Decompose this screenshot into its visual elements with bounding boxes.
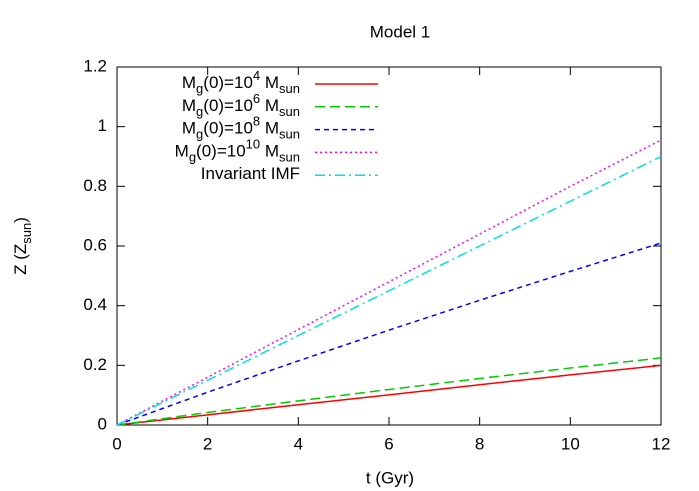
y-tick-label: 0.8 bbox=[83, 176, 107, 195]
plot-frame bbox=[116, 66, 662, 426]
y-tick-label: 1 bbox=[98, 116, 107, 135]
y-axis-label: Z (Zsun) bbox=[11, 217, 34, 275]
series-line bbox=[116, 357, 662, 426]
legend-label: Mg(0)=1010 Msun​ bbox=[175, 137, 300, 165]
series-line bbox=[116, 242, 662, 426]
y-tick-label: 0 bbox=[98, 414, 107, 433]
legend-label: Invariant IMF bbox=[201, 165, 300, 184]
x-axis-label: t (Gyr) bbox=[366, 468, 414, 487]
legend-label: Mg(0)=108 Msun​ bbox=[182, 114, 300, 142]
chart-title: Model 1 bbox=[370, 22, 430, 41]
y-tick-label: 0.6 bbox=[83, 235, 107, 254]
legend-label: Mg(0)=104 Msun​ bbox=[182, 68, 300, 96]
x-tick-label: 2 bbox=[203, 434, 212, 453]
series-line bbox=[116, 364, 662, 426]
x-tick-label: 8 bbox=[475, 434, 484, 453]
series-line bbox=[116, 139, 662, 426]
x-tick-label: 10 bbox=[561, 434, 580, 453]
y-tick-label: 0.2 bbox=[83, 355, 107, 374]
x-tick-label: 4 bbox=[294, 434, 303, 453]
y-tick-label: 0.4 bbox=[83, 295, 107, 314]
x-tick-label: 0 bbox=[112, 434, 121, 453]
x-tick-label: 12 bbox=[652, 434, 671, 453]
x-tick-label: 6 bbox=[384, 434, 393, 453]
series-line bbox=[116, 155, 662, 426]
legend-label: Mg(0)=106 Msun​ bbox=[182, 91, 300, 119]
y-tick-label: 1.2 bbox=[83, 56, 107, 75]
